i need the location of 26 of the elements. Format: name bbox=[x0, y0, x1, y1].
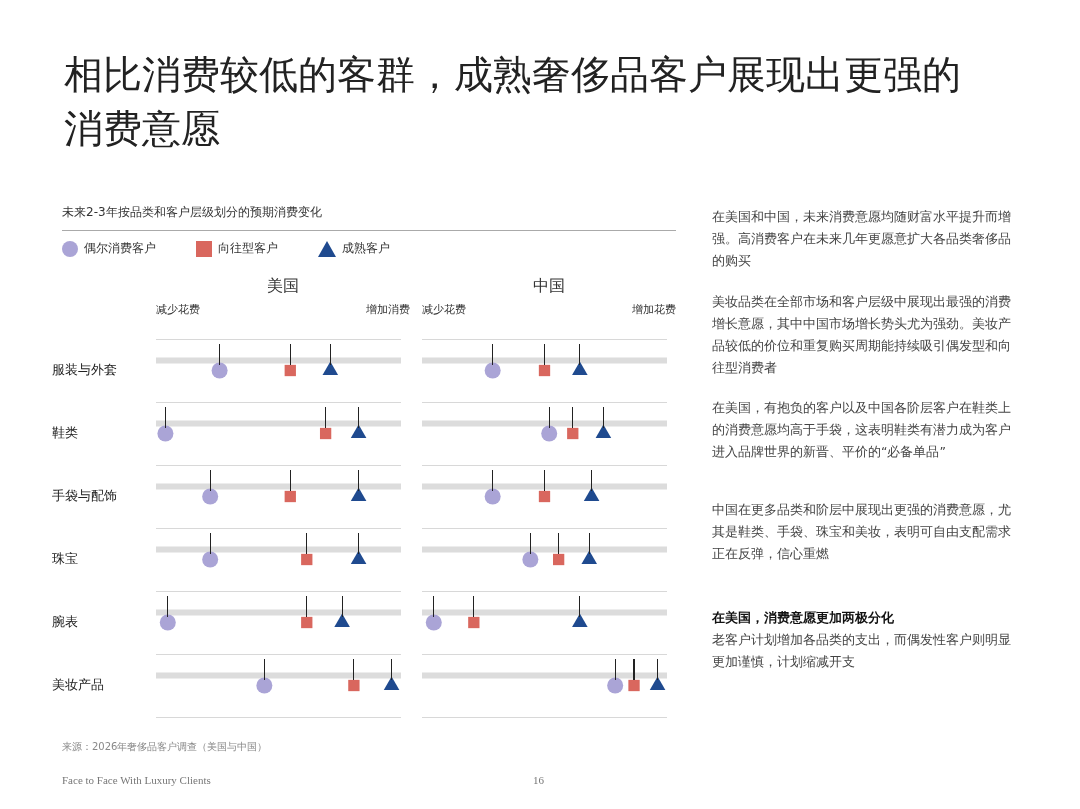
text: 16 bbox=[533, 774, 544, 786]
legend-label: 向往型客户 bbox=[217, 240, 278, 257]
source-note: 来源：2026年奢侈品客户调查（美国与中国） bbox=[62, 740, 268, 754]
text: 减少花费 bbox=[156, 302, 200, 317]
y-tick-label: 腕表 bbox=[52, 613, 78, 629]
text: 相比消费较低的客群，成熟奢侈品客户展现出更强的消费意愿 bbox=[64, 51, 962, 153]
chart-title: 美国 bbox=[266, 276, 300, 297]
y-tick-label: 鞋类 bbox=[52, 424, 78, 440]
text: 未来2-3年按品类和客户层级划分的预期消费变化 bbox=[62, 204, 322, 221]
text: 减少花费 bbox=[422, 302, 466, 317]
text: Face to Face With Luxury Clients bbox=[62, 774, 211, 786]
text: 老客户计划增加各品类的支出，而偶发性客户则明显更加谨慎，计划缩减开支 bbox=[712, 631, 1012, 671]
text: 美妆品类在全部市场和客户层级中展现出最强的消费增长意愿，其中中国市场增长势头尤为强劲。美妆产品较低的价位和重复购买周期能持续吸引偶发型和向往型消费者 bbox=[712, 293, 1012, 377]
text: 在美国，消费意愿更加两极分化 bbox=[712, 609, 895, 627]
chart-title: 中国 bbox=[532, 276, 566, 297]
y-tick-label: 美妆产品 bbox=[52, 676, 104, 692]
text: 在美国，有抱负的客户以及中国各阶层客户在鞋类上的消费意愿均高于手袋，这表明鞋类有潜力成为客户进入品牌世界的新晋、平价的“必备单品” bbox=[712, 399, 1012, 461]
legend-label: 成熟客户 bbox=[341, 240, 390, 257]
text: 增加花费 bbox=[632, 302, 676, 317]
text: 在美国和中国，未来消费意愿均随财富水平提升而增强。高消费客户在未来几年更愿意扩大各品类奢侈品的购买 bbox=[712, 208, 1012, 270]
text: 增加消费 bbox=[366, 302, 410, 317]
text: 中国在更多品类和阶层中展现出更强的消费意愿，尤其是鞋类、手袋、珠宝和美妆，表明可自由支配需求正在反弹，信心重燃 bbox=[712, 501, 1012, 563]
legend-label: 偶尔消费客户 bbox=[83, 240, 156, 257]
y-tick-label: 服装与外套 bbox=[52, 361, 117, 377]
y-tick-label: 珠宝 bbox=[52, 550, 78, 566]
y-tick-label: 手袋与配饰 bbox=[52, 487, 117, 503]
